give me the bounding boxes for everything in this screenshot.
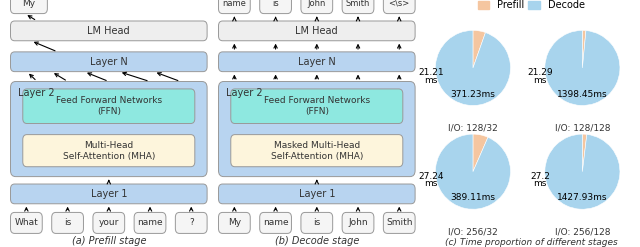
- Text: is: is: [64, 218, 71, 227]
- FancyBboxPatch shape: [10, 21, 207, 41]
- Text: 21.21: 21.21: [418, 68, 444, 77]
- Legend: Prefill, Decode: Prefill, Decode: [477, 0, 585, 10]
- FancyBboxPatch shape: [260, 0, 291, 14]
- Wedge shape: [545, 134, 620, 209]
- FancyBboxPatch shape: [52, 212, 83, 233]
- Text: name: name: [263, 218, 289, 227]
- Text: Layer 2: Layer 2: [18, 88, 54, 98]
- Text: John: John: [348, 218, 368, 227]
- FancyBboxPatch shape: [231, 89, 403, 124]
- Text: ms: ms: [424, 76, 437, 85]
- FancyBboxPatch shape: [10, 52, 207, 72]
- Text: I/O: 256/128: I/O: 256/128: [555, 227, 610, 236]
- Text: I/O: 128/128: I/O: 128/128: [555, 124, 610, 132]
- Text: 1398.45ms: 1398.45ms: [557, 90, 608, 99]
- FancyBboxPatch shape: [218, 21, 415, 41]
- FancyBboxPatch shape: [342, 212, 374, 233]
- Text: LM Head: LM Head: [296, 26, 338, 36]
- Text: your: your: [99, 218, 119, 227]
- Text: Layer 2: Layer 2: [226, 88, 262, 98]
- FancyBboxPatch shape: [10, 82, 207, 177]
- FancyBboxPatch shape: [231, 135, 403, 167]
- Text: I/O: 256/32: I/O: 256/32: [448, 227, 498, 236]
- FancyBboxPatch shape: [342, 0, 374, 14]
- Text: 27.24: 27.24: [418, 172, 444, 181]
- FancyBboxPatch shape: [301, 212, 333, 233]
- Wedge shape: [435, 30, 511, 105]
- Text: Feed Forward Networks
(FFN): Feed Forward Networks (FFN): [264, 96, 370, 116]
- Text: Layer N: Layer N: [90, 57, 127, 67]
- Text: LM Head: LM Head: [88, 26, 130, 36]
- Text: Multi-Head
Self-Attention (MHA): Multi-Head Self-Attention (MHA): [63, 141, 155, 161]
- Text: (b) Decode stage: (b) Decode stage: [275, 236, 359, 246]
- FancyBboxPatch shape: [23, 135, 195, 167]
- Text: I/O: 128/32: I/O: 128/32: [448, 124, 498, 132]
- Text: 371.23ms: 371.23ms: [451, 90, 495, 99]
- FancyBboxPatch shape: [10, 184, 207, 204]
- Text: Layer 1: Layer 1: [298, 189, 335, 199]
- FancyBboxPatch shape: [10, 212, 42, 233]
- FancyBboxPatch shape: [175, 212, 207, 233]
- FancyBboxPatch shape: [383, 0, 415, 14]
- FancyBboxPatch shape: [218, 82, 415, 177]
- Text: Feed Forward Networks
(FFN): Feed Forward Networks (FFN): [56, 96, 162, 116]
- FancyBboxPatch shape: [218, 52, 415, 72]
- FancyBboxPatch shape: [10, 0, 47, 14]
- FancyBboxPatch shape: [23, 89, 195, 124]
- FancyBboxPatch shape: [301, 0, 333, 14]
- Text: ms: ms: [424, 179, 437, 188]
- Text: ms: ms: [534, 179, 547, 188]
- Text: (a) Prefill stage: (a) Prefill stage: [72, 236, 146, 246]
- Wedge shape: [545, 30, 620, 105]
- Text: My: My: [22, 0, 35, 8]
- Text: is: is: [272, 0, 279, 8]
- FancyBboxPatch shape: [93, 212, 125, 233]
- Wedge shape: [473, 134, 488, 172]
- Text: 21.29: 21.29: [527, 68, 553, 77]
- FancyBboxPatch shape: [218, 0, 250, 14]
- Text: Smith: Smith: [386, 218, 413, 227]
- Text: Smith: Smith: [346, 0, 370, 8]
- Text: Masked Multi-Head
Self-Attention (MHA): Masked Multi-Head Self-Attention (MHA): [271, 141, 363, 161]
- Text: Layer 1: Layer 1: [90, 189, 127, 199]
- Text: name: name: [137, 218, 163, 227]
- Text: ms: ms: [534, 76, 547, 85]
- Text: Layer N: Layer N: [298, 57, 335, 67]
- Text: What: What: [15, 218, 38, 227]
- FancyBboxPatch shape: [134, 212, 166, 233]
- Wedge shape: [435, 134, 511, 209]
- Text: My: My: [228, 218, 241, 227]
- FancyBboxPatch shape: [260, 212, 291, 233]
- FancyBboxPatch shape: [383, 212, 415, 233]
- Text: 389.11ms: 389.11ms: [451, 193, 495, 203]
- FancyBboxPatch shape: [218, 184, 415, 204]
- Text: 27.2: 27.2: [530, 172, 550, 181]
- Text: (c) Time proportion of different stages: (c) Time proportion of different stages: [445, 238, 618, 247]
- Wedge shape: [582, 134, 587, 172]
- Text: <\s>: <\s>: [388, 0, 410, 8]
- Wedge shape: [582, 30, 586, 68]
- Text: 1427.93ms: 1427.93ms: [557, 193, 607, 203]
- Text: name: name: [223, 0, 246, 8]
- FancyBboxPatch shape: [218, 212, 250, 233]
- Wedge shape: [473, 30, 486, 68]
- Text: John: John: [308, 0, 326, 8]
- Text: ?: ?: [189, 218, 194, 227]
- Text: is: is: [313, 218, 321, 227]
